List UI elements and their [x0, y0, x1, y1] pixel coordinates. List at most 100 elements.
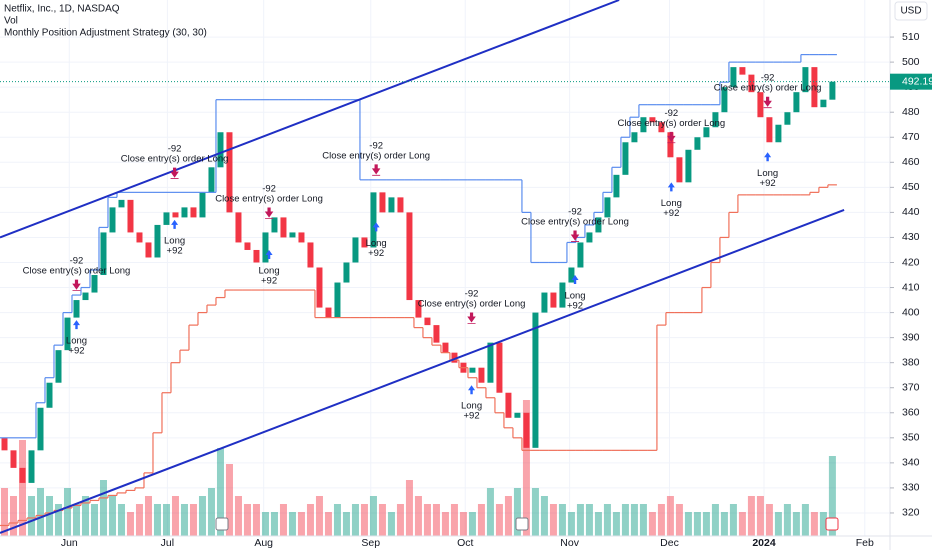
- volume-bar: [234, 496, 242, 536]
- volume-bar: [486, 488, 494, 536]
- y-tick-label: 350: [902, 432, 920, 444]
- signal-label: Close entry(s) order Long: [215, 193, 323, 204]
- y-tick-label: 340: [902, 457, 920, 469]
- volume-bar: [171, 496, 179, 536]
- candle-body: [415, 300, 422, 318]
- long-arrow: [72, 320, 80, 330]
- last-price-label: 492.19: [902, 75, 932, 87]
- candle-body: [433, 325, 440, 343]
- candle-body: [496, 342, 503, 393]
- candle-body: [748, 74, 755, 93]
- volume-bar: [54, 504, 62, 536]
- x-tick-label: 2024: [752, 537, 776, 549]
- close-arrow: [667, 131, 676, 144]
- candle-body: [289, 232, 296, 238]
- candle-body: [685, 149, 692, 183]
- volume-bar: [522, 400, 530, 536]
- signal-label: Close entry(s) order Long: [714, 83, 822, 94]
- volume-bar: [657, 504, 665, 536]
- candle-body: [82, 292, 89, 301]
- candle-body: [73, 300, 80, 318]
- volume-bar: [378, 504, 386, 536]
- volume-bar: [468, 512, 476, 536]
- signal-qty: +92: [167, 245, 183, 256]
- candle-body: [676, 157, 683, 183]
- signal-qty: -92: [465, 288, 479, 299]
- long-arrow: [667, 182, 675, 192]
- volume-bar: [117, 504, 125, 536]
- volume-bar: [441, 512, 449, 536]
- volume-bar: [207, 488, 215, 536]
- candle-body: [577, 242, 584, 268]
- candle-body: [505, 392, 512, 418]
- volume-bar: [81, 496, 89, 536]
- volume-bar: [189, 504, 197, 536]
- candle-body: [820, 99, 827, 108]
- volume-bar: [450, 504, 458, 536]
- volume-bar: [513, 488, 521, 536]
- signal-label: Close entry(s) order Long: [617, 118, 725, 129]
- signal-label: Long: [461, 401, 482, 412]
- candle-body: [361, 237, 368, 248]
- volume-bar: [639, 504, 647, 536]
- volume-bar: [9, 496, 17, 536]
- candle-body: [397, 197, 404, 213]
- volume-bar: [396, 504, 404, 536]
- candle-body: [739, 67, 746, 75]
- volume-bar: [675, 504, 683, 536]
- candle-body: [46, 382, 53, 408]
- volume-bar: [216, 448, 224, 536]
- x-tick-label: Aug: [254, 537, 273, 549]
- candle-body: [784, 112, 791, 125]
- volume-bar: [360, 504, 368, 536]
- volume-bar: [261, 512, 269, 536]
- y-tick-label: 480: [902, 106, 920, 118]
- candle-body: [667, 132, 674, 158]
- currency[interactable]: USD: [900, 6, 921, 17]
- volume-bar: [621, 504, 629, 536]
- candle-body: [622, 142, 629, 175]
- y-tick-label: 370: [902, 382, 920, 394]
- long-arrow: [764, 152, 772, 162]
- candle-body: [55, 350, 62, 383]
- volume-bar: [414, 496, 422, 536]
- volume-bar: [306, 504, 314, 536]
- volume-bar: [162, 504, 170, 536]
- candle-body: [703, 127, 710, 138]
- long-arrow: [571, 275, 579, 285]
- volume-bar: [612, 512, 620, 536]
- candle-body: [631, 132, 638, 143]
- candle-body: [64, 317, 71, 351]
- volume-bar: [18, 440, 26, 536]
- volume-bar: [72, 504, 80, 536]
- signal-label: Long: [366, 238, 387, 249]
- volume-bar: [0, 488, 8, 536]
- signal-qty: -92: [168, 144, 182, 155]
- volume-bar: [351, 504, 359, 536]
- volume-bar: [648, 512, 656, 536]
- volume-bar: [477, 504, 485, 536]
- candle-body: [325, 307, 332, 318]
- candle-body: [541, 292, 548, 313]
- currency-box[interactable]: [894, 1, 928, 21]
- volume-bar: [783, 504, 791, 536]
- signal-label: Long: [661, 198, 682, 209]
- candle-body: [721, 87, 728, 113]
- candle-body: [730, 67, 737, 88]
- volume-bar: [108, 496, 116, 536]
- x-tick-label: Sep: [361, 537, 380, 549]
- volume-bar: [729, 504, 737, 536]
- candle-body: [604, 197, 611, 218]
- signal-label: Long: [564, 291, 585, 302]
- volume-bar: [324, 512, 332, 536]
- y-tick-label: 460: [902, 156, 920, 168]
- candle-body: [694, 137, 701, 150]
- channel-line: [0, 0, 620, 239]
- volume-bar: [144, 496, 152, 536]
- signal-label: Close entry(s) order Long: [23, 266, 131, 277]
- candle-body: [658, 122, 665, 133]
- close-arrow: [264, 207, 274, 219]
- candle-body: [226, 132, 233, 213]
- candle-body: [307, 242, 314, 268]
